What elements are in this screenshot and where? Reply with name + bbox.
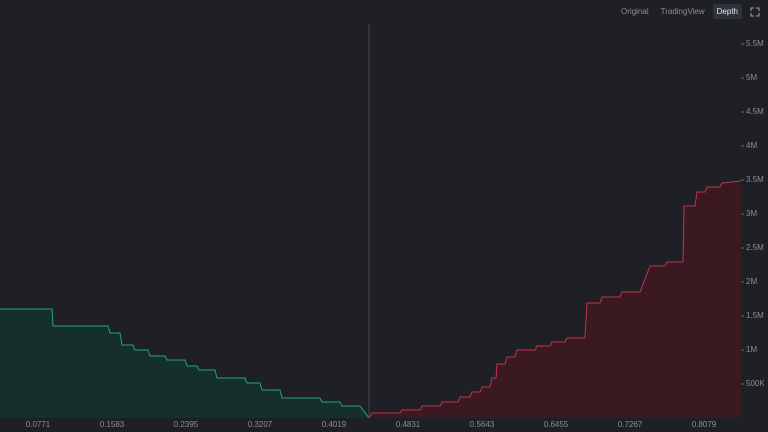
- x-tick-label: 0.2395: [174, 420, 199, 429]
- x-tick-label: 0.6455: [544, 420, 569, 429]
- depth-area: [369, 181, 741, 418]
- expand-icon[interactable]: [750, 7, 760, 17]
- y-tick-label: 3.5M: [746, 175, 764, 184]
- x-tick-label: 0.4019: [322, 420, 347, 429]
- y-tick-label: 1M: [746, 345, 757, 354]
- y-tick-label: 4.5M: [746, 107, 764, 116]
- y-tick-label: 5.5M: [746, 39, 764, 48]
- tab[interactable]: Depth: [712, 4, 742, 19]
- x-tick-label: 0.5643: [470, 420, 495, 429]
- y-tick-label: 3M: [746, 209, 757, 218]
- x-tick-label: 0.8079: [692, 420, 717, 429]
- y-tick-label: 1.5M: [746, 311, 764, 320]
- depth-line: [0, 308, 370, 419]
- x-tick-label: 0.4831: [396, 420, 421, 429]
- x-tick-label: 0.1583: [100, 420, 125, 429]
- x-tick-label: 0.7267: [618, 420, 643, 429]
- tab[interactable]: TradingView: [660, 7, 705, 16]
- depth-line: [368, 180, 742, 419]
- tab[interactable]: Original: [621, 7, 649, 16]
- y-tick-label: 2M: [746, 277, 757, 286]
- x-tick-label: 0.0771: [26, 420, 51, 429]
- y-tick-label: 4M: [746, 141, 757, 150]
- y-tick-label: 5M: [746, 73, 757, 82]
- y-tick-label: 500K: [746, 379, 765, 388]
- x-tick-label: 0.3207: [248, 420, 273, 429]
- toolbar: Original TradingView Depth: [617, 4, 760, 19]
- y-tick-label: 2.5M: [746, 243, 764, 252]
- depth-area: [0, 308, 369, 418]
